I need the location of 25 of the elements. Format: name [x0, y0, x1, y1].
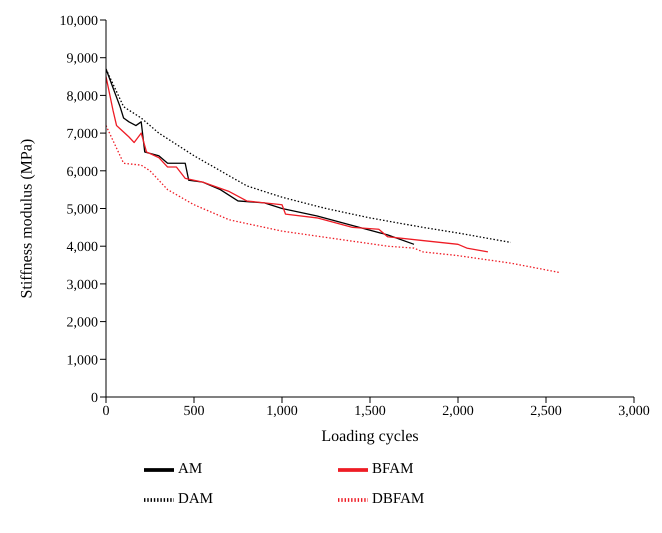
y-tick-label: 6,000: [66, 164, 98, 180]
y-tick-label: 0: [91, 390, 98, 406]
y-tick-label: 8,000: [66, 89, 98, 104]
line-series: [106, 124, 561, 274]
x-tick-label: 500: [184, 404, 204, 419]
y-tick-label: 9,000: [66, 52, 98, 67]
x-tick-label: 2,500: [530, 404, 562, 419]
x-tick-label: 2,000: [442, 404, 474, 419]
y-tick-label: 2,000: [66, 316, 98, 331]
y-tick-label: 7,000: [66, 127, 98, 142]
y-tick-label: 1,000: [66, 353, 98, 368]
legend-label: DAM: [178, 491, 214, 508]
legend-label: BFAM: [372, 461, 414, 478]
y-tick-label: 3,000: [66, 278, 98, 293]
legend-label: AM: [178, 461, 204, 478]
x-tick-label: 0: [102, 404, 110, 419]
y-tick-label: 10,000: [60, 14, 98, 29]
x-tick-label: 3,000: [618, 404, 650, 419]
y-tick-label: 4,000: [66, 240, 98, 256]
legend-label: DBFAM: [372, 491, 426, 508]
x-tick-label: 1,000: [266, 404, 298, 419]
x-tick-label: 1,500: [354, 404, 386, 419]
x-axis-title: Loading cycles: [321, 428, 419, 445]
y-axis-title: Stiffness modulus (MPa): [18, 138, 36, 298]
y-tick-label: 5,000: [66, 202, 98, 218]
